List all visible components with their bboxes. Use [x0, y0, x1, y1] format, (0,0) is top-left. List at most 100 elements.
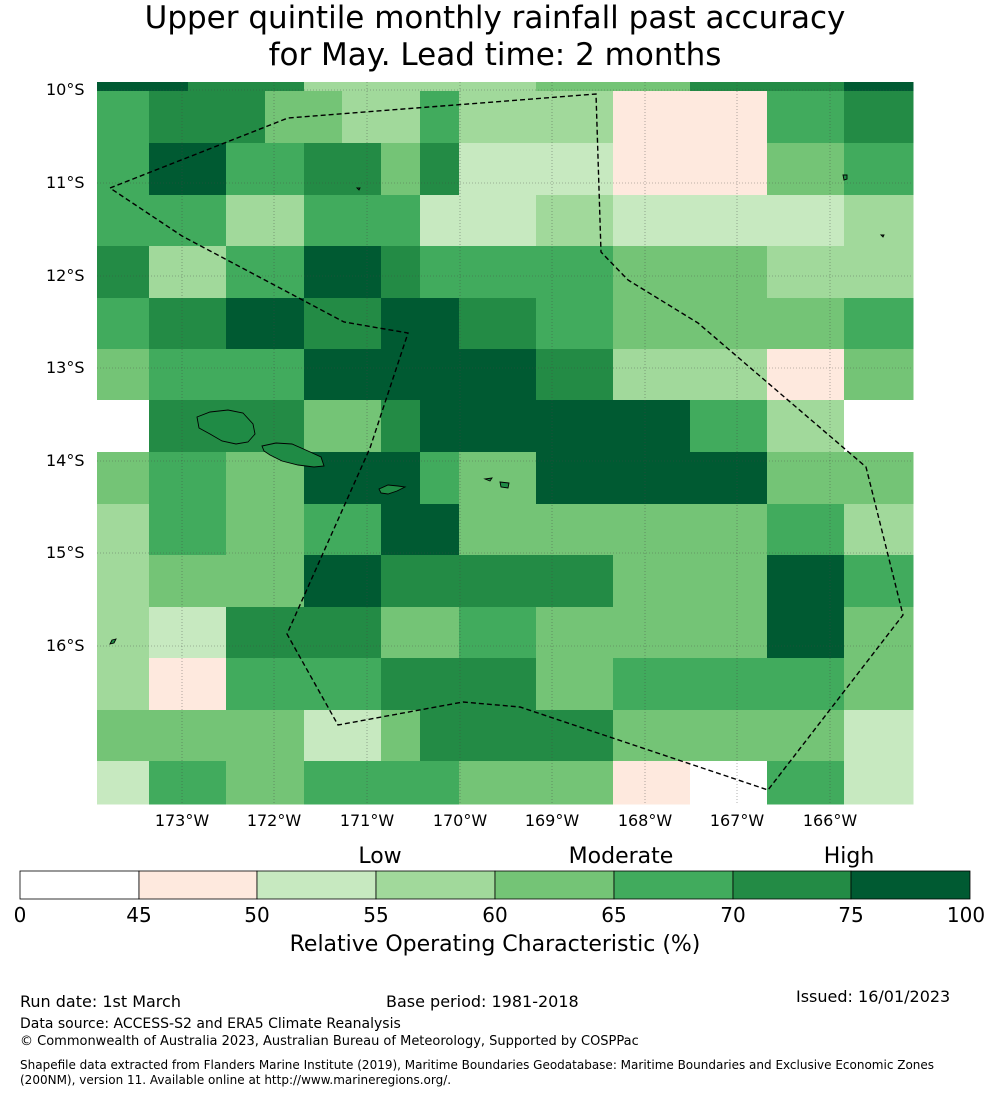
map-cell	[381, 710, 421, 762]
map-cell	[459, 607, 537, 659]
map-cell	[536, 246, 614, 299]
map-cell	[342, 504, 382, 556]
map-cell	[690, 298, 768, 350]
map-cell	[381, 555, 421, 608]
map-cell	[149, 82, 189, 92]
island-tutuila	[378, 484, 407, 495]
map-cell	[459, 143, 537, 196]
map-cell	[342, 607, 382, 659]
map-cell	[613, 761, 691, 805]
map-cell	[844, 555, 914, 608]
map-cell	[304, 298, 343, 350]
map-cell	[459, 298, 537, 350]
map-cell	[188, 82, 227, 92]
map-cell	[420, 504, 460, 556]
data-source: Data source: ACCESS-S2 and ERA5 Climate …	[20, 1016, 401, 1032]
category-high: High	[823, 844, 875, 869]
map-cell	[536, 400, 614, 453]
lat-label: 15°S	[46, 543, 85, 562]
map-cell	[459, 452, 537, 505]
map-cell	[381, 82, 421, 92]
map-cell	[844, 761, 914, 805]
map-cell	[690, 658, 768, 711]
map-cell	[844, 91, 914, 144]
map-cell	[304, 143, 343, 196]
map-cell	[149, 555, 189, 608]
colorbar-tick: 55	[363, 903, 389, 927]
map-cell	[459, 82, 537, 92]
map-cell	[342, 555, 382, 608]
map-cell	[420, 143, 460, 196]
map-cell	[149, 298, 189, 350]
island-rose	[109, 638, 117, 645]
map-cell	[265, 658, 305, 711]
map-cell	[304, 555, 343, 608]
map-cell	[97, 82, 150, 92]
map-cell	[536, 143, 614, 196]
map-cell	[226, 143, 266, 196]
map-cell	[149, 607, 189, 659]
map-cell	[97, 452, 150, 505]
colorbar-segment	[138, 870, 258, 900]
map-cell	[613, 504, 691, 556]
map-cell	[149, 658, 189, 711]
map-cell	[767, 298, 845, 350]
map-cell	[97, 504, 150, 556]
map-cell	[381, 349, 421, 401]
map-cell	[767, 246, 845, 299]
map-cell	[188, 349, 227, 401]
lat-label: 14°S	[46, 451, 85, 470]
map-cell	[342, 82, 382, 92]
map-cell	[420, 658, 460, 711]
map-cell	[226, 658, 266, 711]
map-cell	[188, 658, 227, 711]
map-cell	[690, 452, 768, 505]
colorbar	[19, 870, 971, 900]
map-cell	[613, 710, 691, 762]
map-cell	[188, 761, 227, 805]
map-cell	[342, 400, 382, 453]
map-cell	[767, 710, 845, 762]
map-cell	[844, 298, 914, 350]
map-cell	[149, 710, 189, 762]
lon-label: 171°W	[339, 811, 395, 830]
map-cell	[342, 298, 382, 350]
copyright: © Commonwealth of Australia 2023, Austra…	[20, 1034, 639, 1049]
map-cell	[459, 761, 537, 805]
map-cell	[342, 658, 382, 711]
map-cell	[459, 349, 537, 401]
map-cell	[613, 143, 691, 196]
map-cell	[265, 761, 305, 805]
map-cell	[844, 504, 914, 556]
map-cell	[304, 504, 343, 556]
map-cell	[536, 452, 614, 505]
map-cell	[226, 91, 266, 144]
map-cell	[381, 298, 421, 350]
map-cell	[226, 761, 266, 805]
eez-boundary	[109, 93, 904, 791]
map-cell	[613, 195, 691, 247]
shapefile-credit-line-1: Shapefile data extracted from Flanders M…	[20, 1058, 935, 1072]
map-cell	[420, 246, 460, 299]
map-cell	[536, 710, 614, 762]
colorbar-tick: 65	[601, 903, 627, 927]
map-cell	[844, 195, 914, 247]
map-cell	[304, 658, 343, 711]
lon-label: 169°W	[524, 811, 580, 830]
islands	[109, 174, 885, 645]
map-cell	[459, 504, 537, 556]
lon-label: 168°W	[617, 811, 673, 830]
map-cell	[536, 761, 614, 805]
map-cell	[304, 710, 343, 762]
island-manua-east	[499, 481, 510, 489]
map-cell	[226, 504, 266, 556]
lat-label: 13°S	[46, 358, 85, 377]
map-cell	[844, 349, 914, 401]
map-cell	[690, 504, 768, 556]
map-cell	[265, 349, 305, 401]
map-cell	[188, 555, 227, 608]
colorbar-segment	[375, 870, 496, 900]
map-cell	[613, 452, 691, 505]
map-cell	[767, 761, 845, 805]
map-cell	[420, 555, 460, 608]
